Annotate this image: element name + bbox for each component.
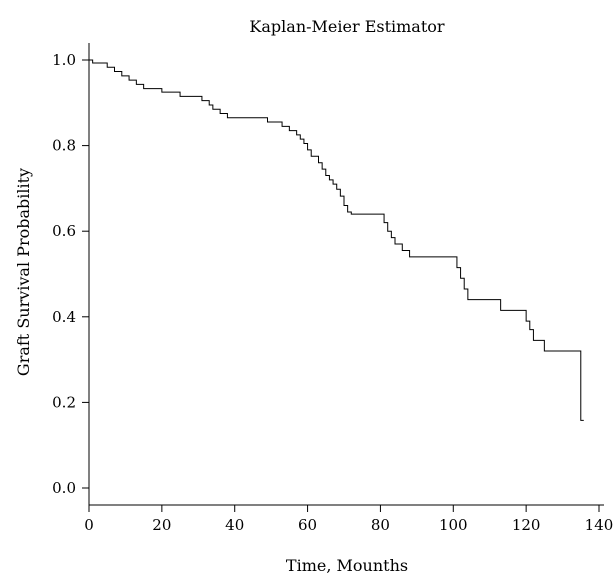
y-tick-label: 0.6 xyxy=(52,222,76,240)
x-tick-label: 140 xyxy=(585,516,614,534)
y-tick-label: 1.0 xyxy=(52,51,76,69)
x-tick-label: 80 xyxy=(371,516,390,534)
x-axis-label: Time, Mounths xyxy=(286,556,408,574)
axis-ticks: 0 20 40 60 80 100 120 140 0.0 0.2 0.4 0.6 0.8 1.0 xyxy=(52,51,613,534)
y-tick-label: 0.4 xyxy=(52,308,76,326)
x-tick-label: 120 xyxy=(512,516,541,534)
x-tick-label: 20 xyxy=(152,516,171,534)
y-tick-label: 0.0 xyxy=(52,479,76,497)
x-tick-label: 40 xyxy=(225,516,244,534)
chart-title: Kaplan-Meier Estimator xyxy=(249,17,444,36)
x-tick-label: 100 xyxy=(439,516,468,534)
x-tick-label: 0 xyxy=(84,516,94,534)
x-tick-label: 60 xyxy=(298,516,317,534)
y-tick-label: 0.8 xyxy=(52,137,76,155)
y-tick-label: 0.2 xyxy=(52,393,76,411)
y-axis-label: Graft Survival Probability xyxy=(14,168,33,376)
survival-curve xyxy=(89,59,584,421)
